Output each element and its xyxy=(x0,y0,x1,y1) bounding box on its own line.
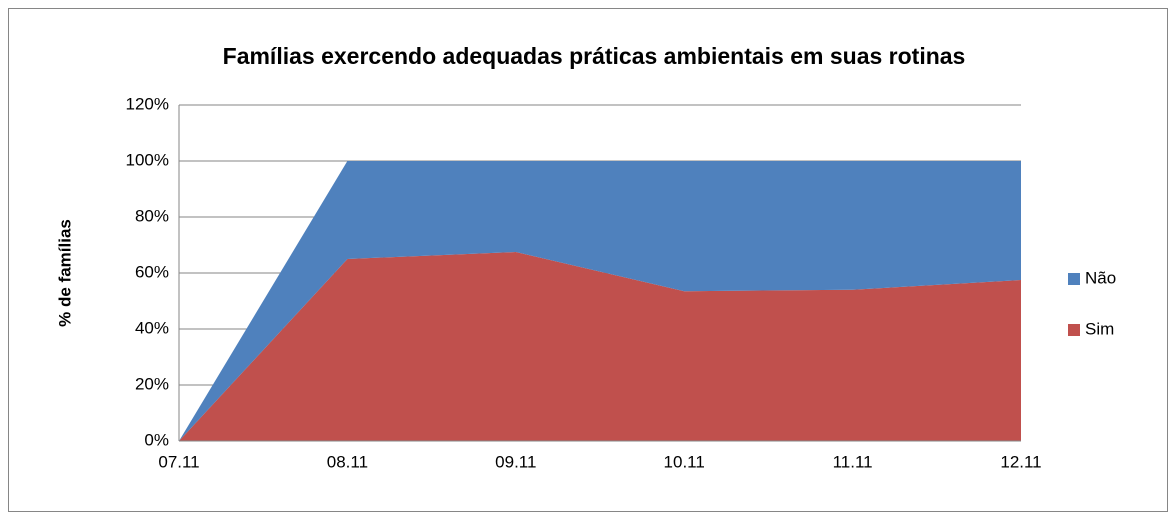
area xyxy=(179,161,1021,441)
x-tick-label: 08.11 xyxy=(327,452,368,471)
legend-label: Não xyxy=(1085,268,1116,287)
x-tick-label: 12.11 xyxy=(1000,452,1041,471)
y-tick-label: 0% xyxy=(144,430,169,449)
legend-swatch xyxy=(1068,273,1080,285)
legend-swatch xyxy=(1068,324,1080,336)
y-tick-label: 120% xyxy=(126,94,169,113)
legend-label: Sim xyxy=(1085,319,1114,338)
chart-title: Famílias exercendo adequadas práticas am… xyxy=(223,43,966,69)
x-tick-label: 11.11 xyxy=(833,452,873,471)
area xyxy=(179,252,1021,441)
y-tick-label: 20% xyxy=(135,374,169,393)
y-axis-label: % de famílias xyxy=(55,219,74,327)
y-tick-label: 40% xyxy=(135,318,169,337)
x-tick-label: 07.11 xyxy=(158,452,199,471)
y-tick-label: 100% xyxy=(126,150,169,169)
y-tick-label: 80% xyxy=(135,206,169,225)
x-tick-label: 10.11 xyxy=(664,452,705,471)
x-tick-label: 09.11 xyxy=(495,452,536,471)
y-tick-label: 60% xyxy=(135,262,169,281)
